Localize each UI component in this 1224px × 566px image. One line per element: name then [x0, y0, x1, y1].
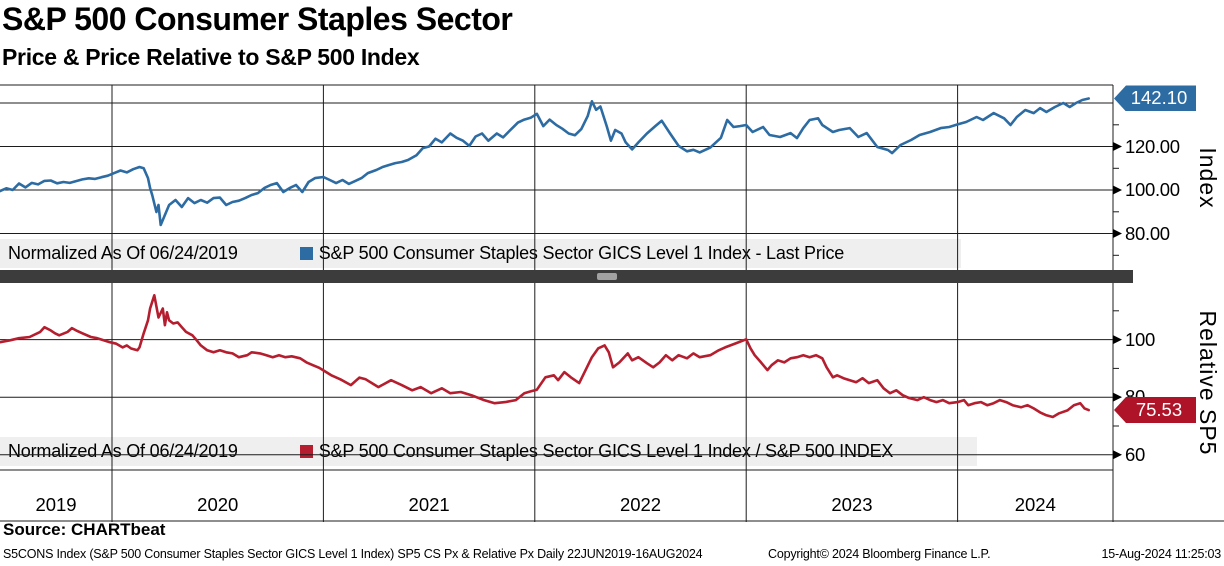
last-price-badge-bottom: 75.53 [1114, 397, 1196, 424]
tick-arrow-icon [1113, 450, 1122, 460]
legend-top: Normalized As Of 06/24/2019 S&P 500 Cons… [0, 239, 961, 268]
y-tick-label: 80.00 [1125, 222, 1170, 244]
legend-swatch-blue-icon [299, 247, 313, 260]
legend-bottom-normalized-label: Normalized As Of 06/24/2019 [8, 441, 238, 461]
x-tick-label: 2019 [35, 494, 77, 515]
series-line-top [0, 97, 1090, 227]
footer-copyright: Copyright© 2024 Bloomberg Finance L.P. [768, 547, 991, 561]
footer-timestamp: 15-Aug-2024 11:25:03 [1101, 547, 1222, 561]
footer-ticker-info: S5CONS Index (S&P 500 Consumer Staples S… [3, 547, 703, 561]
page-title: S&P 500 Consumer Staples Sector [2, 1, 513, 37]
tick-arrow-icon [1113, 229, 1122, 239]
last-price-badge-top: 142.10 [1114, 85, 1196, 112]
legend-top-normalized-label: Normalized As Of 06/24/2019 [8, 243, 238, 263]
y-tick-label: 100.00 [1125, 179, 1180, 201]
legend-bottom: Normalized As Of 06/24/2019 S&P 500 Cons… [0, 437, 977, 466]
legend-top-series-label: S&P 500 Consumer Staples Sector GICS Lev… [318, 243, 845, 263]
x-tick-label: 2021 [408, 494, 450, 515]
tick-arrow-icon [1113, 392, 1122, 402]
x-tick-label: 2020 [197, 494, 239, 515]
y-axis-title-relative: Relative SP5 [1195, 310, 1221, 456]
tick-arrow-icon [1113, 142, 1122, 152]
page-subtitle: Price & Price Relative to S&P 500 Index [2, 44, 420, 70]
tick-arrow-icon [1113, 185, 1122, 195]
source-label: Source: CHARTbeat [3, 520, 166, 539]
series-line-bottom [0, 293, 1090, 419]
panel-divider-handle[interactable] [597, 273, 617, 280]
x-tick-label: 2024 [1014, 494, 1056, 515]
y-tick-label: 120.00 [1125, 135, 1180, 157]
tick-arrow-icon [1113, 335, 1122, 345]
panel-divider [0, 270, 1133, 283]
y-tick-label: 100 [1125, 328, 1155, 350]
x-tick-label: 2023 [831, 494, 873, 515]
legend-bottom-series-label: S&P 500 Consumer Staples Sector GICS Lev… [318, 441, 894, 461]
y-tick-label: 60 [1125, 443, 1145, 465]
x-tick-label: 2022 [619, 494, 662, 515]
y-axis-title-index: Index [1195, 147, 1221, 209]
